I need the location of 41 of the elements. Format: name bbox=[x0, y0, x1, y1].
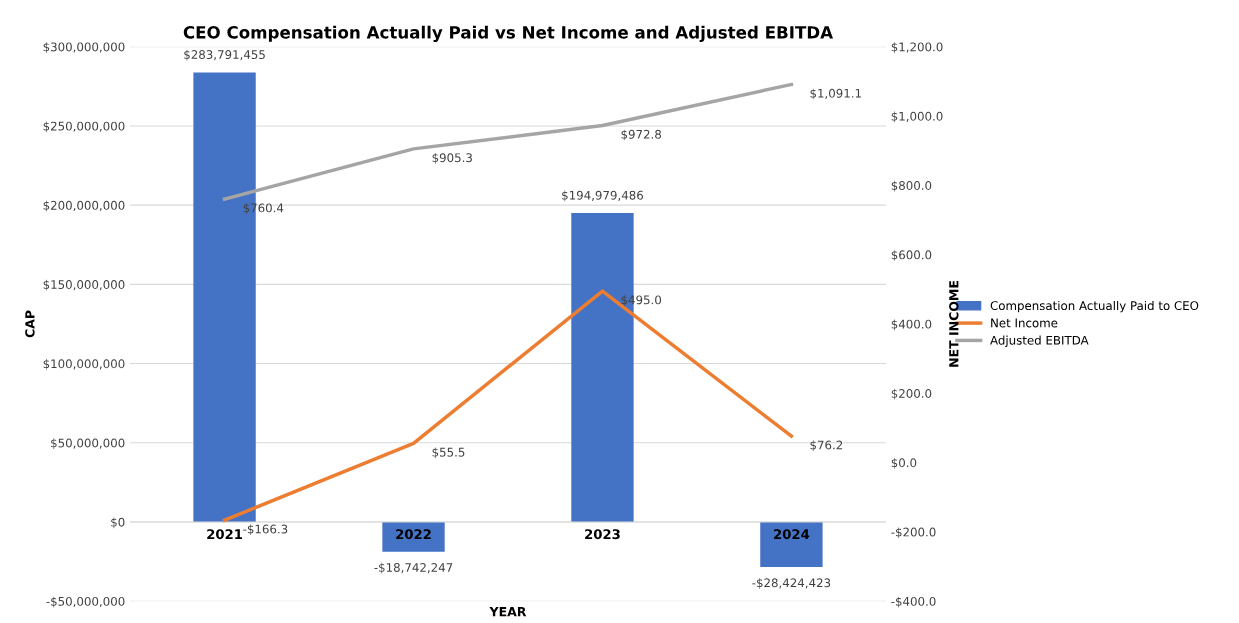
y2-tick-label: $400.0 bbox=[891, 319, 932, 331]
y-axis-title: CAP bbox=[25, 310, 35, 338]
y2-tick-label: -$200.0 bbox=[891, 527, 936, 539]
chart-title: CEO Compensation Actually Paid vs Net Income and Adjusted EBITDA bbox=[183, 25, 833, 42]
legend-label: Net Income bbox=[991, 318, 1058, 328]
y2-axis-title: NET INCOME bbox=[949, 280, 959, 367]
y-tick-label: $200,000,000 bbox=[43, 200, 125, 212]
data-label: $55.5 bbox=[432, 447, 465, 459]
y-tick-label: $300,000,000 bbox=[43, 42, 125, 53]
data-label: $905.3 bbox=[432, 153, 472, 164]
data-label: $972.8 bbox=[621, 129, 662, 141]
y-tick-label: $100,000,000 bbox=[43, 359, 125, 370]
data-label: $76.2 bbox=[810, 440, 843, 452]
x-tick-label: 2024 bbox=[774, 529, 810, 540]
y-tick-label: $250,000,000 bbox=[43, 121, 125, 133]
y-tick-label: $50,000,000 bbox=[51, 438, 125, 449]
y-tick-label: $0 bbox=[111, 517, 125, 529]
y2-tick-label: $600.0 bbox=[891, 250, 932, 261]
x-tick-label: 2022 bbox=[396, 529, 431, 540]
y-tick-label: -$50,000,000 bbox=[46, 596, 125, 608]
x-tick-label: 2021 bbox=[207, 529, 243, 540]
data-label: -$18,742,247 bbox=[374, 562, 453, 574]
y2-tick-label: -$400.0 bbox=[891, 596, 936, 608]
y-tick-label: $150,000,000 bbox=[43, 279, 125, 291]
y2-tick-label: $1,200.0 bbox=[891, 42, 943, 53]
line-series bbox=[222, 289, 794, 522]
data-label: $283,791,455 bbox=[184, 49, 265, 61]
data-label: $1,091.1 bbox=[810, 88, 861, 100]
legend-label: Compensation Actually Paid to CEO bbox=[990, 300, 1199, 313]
y2-tick-label: $800.0 bbox=[891, 180, 932, 192]
x-tick-label: 2023 bbox=[585, 529, 620, 540]
x-axis-title: YEAR bbox=[489, 607, 527, 617]
data-label: $194,979,486 bbox=[562, 190, 644, 202]
legend-label: Adjusted EBITDA bbox=[990, 335, 1089, 347]
bar bbox=[760, 521, 823, 568]
data-label: -$28,424,423 bbox=[752, 578, 831, 589]
y2-tick-label: $1,000.0 bbox=[891, 111, 943, 123]
y2-tick-label: $200.0 bbox=[891, 388, 932, 400]
y2-tick-label: $0.0 bbox=[891, 458, 917, 469]
data-label: -$166.3 bbox=[243, 524, 288, 536]
line-series bbox=[222, 82, 794, 201]
